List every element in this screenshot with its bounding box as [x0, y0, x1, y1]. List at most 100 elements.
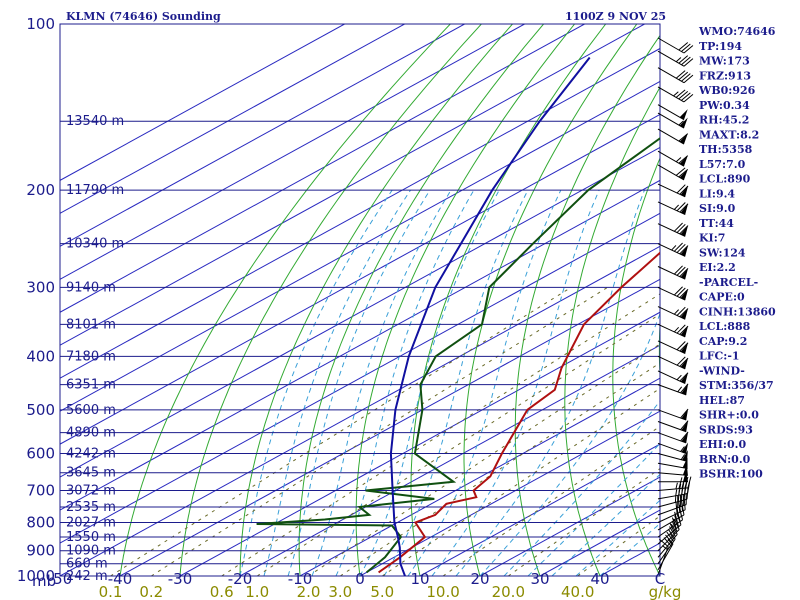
wind-barb-shaft [657, 514, 685, 531]
wind-barb-tick [673, 286, 683, 296]
temperature-tick-label: 20 [470, 570, 489, 588]
dry-adiabat-line [119, 24, 451, 576]
isotherm-line [539, 509, 660, 576]
wind-barb-flag [680, 203, 689, 215]
height-label: 1550 m [66, 530, 116, 545]
pressure-axis-labels: 100 200 300 400 500 600 700 800 900 1000 [17, 15, 55, 585]
wind-barb [657, 50, 694, 67]
height-label: 11790 m [66, 183, 124, 198]
pressure-tick-label: 300 [26, 278, 55, 296]
wind-barb-tick [679, 308, 689, 318]
index-line: TH:5358 [699, 143, 753, 156]
wind-barb [657, 67, 694, 84]
mixing-ratio-tick-label: 5.0 [370, 583, 394, 600]
temperature-tick-label: C [655, 570, 665, 588]
height-labels: 13540 m 11790 m 10340 m 9140 m 8101 m 7180 m 6… [66, 114, 124, 584]
wind-barb-shaft [657, 128, 685, 145]
wind-barb-tick [680, 408, 689, 419]
wind-barb-shaft [657, 104, 685, 121]
isotherm-line [60, 80, 660, 412]
wind-barb [657, 306, 689, 320]
index-line: -PARCEL- [699, 276, 758, 289]
wind-barb-shaft [657, 529, 680, 552]
height-label: 3072 m [66, 484, 116, 499]
isotherm-line [419, 443, 660, 576]
wind-barb-tick [663, 537, 672, 547]
wind-barb-half-tick [677, 386, 683, 393]
wind-barb [657, 286, 689, 301]
index-line: EHI:0.0 [699, 438, 746, 451]
pressure-tick-label: 700 [26, 482, 55, 500]
wind-barb-tick [681, 43, 691, 52]
wind-barb-shaft [657, 286, 686, 301]
wind-barb-shaft [657, 462, 688, 470]
wind-barb-shaft [657, 164, 685, 181]
height-label: 2535 m [66, 500, 116, 515]
wind-barb-tick [685, 492, 687, 505]
wind-barb-shaft [657, 266, 686, 280]
mixing-ratio-tick-label: 0.6 [210, 583, 234, 600]
wind-barb-shaft [657, 306, 686, 320]
wind-barb-tick [679, 357, 689, 367]
wind-barb-tick [678, 500, 681, 513]
wind-barb-shaft [657, 472, 688, 476]
pressure-tick-label: 900 [26, 542, 55, 560]
pressure-tick-label: 100 [26, 15, 55, 33]
wind-barb-tick [679, 225, 689, 235]
wind-barb-shaft [657, 498, 688, 508]
wind-barb-tick [678, 168, 689, 178]
wind-barb-tick [678, 133, 689, 142]
wind-barb-shaft [657, 487, 688, 491]
wind-barb-shaft [657, 50, 685, 67]
index-line: MW:173 [699, 55, 750, 68]
height-label: 9140 m [66, 280, 116, 295]
wind-barb-tick [681, 56, 691, 66]
dry-adiabat-line [612, 156, 660, 576]
wind-barb-tick [680, 431, 689, 442]
wind-barb-shaft [657, 432, 687, 444]
pressure-tick-label: 200 [26, 181, 55, 199]
pressure-tick-label: 500 [26, 401, 55, 419]
wind-barb-tick [683, 74, 694, 84]
height-label: 242 m [66, 569, 108, 584]
wind-barb-half-tick [673, 204, 680, 210]
index-line: SHR+:0.0 [699, 409, 759, 422]
wind-barb-tick [678, 71, 689, 81]
wind-barb-flag [680, 289, 689, 301]
wind-barb-tick [679, 342, 689, 352]
wind-barb-tick [673, 222, 683, 232]
index-line: FRZ:913 [699, 69, 751, 82]
wind-barb-half-tick [675, 482, 678, 490]
plot-frame [59, 23, 661, 577]
wind-barb [657, 450, 688, 462]
wind-barb-tick [678, 42, 689, 51]
mixing-ratio-tick-label: g/kg [649, 583, 682, 600]
isotherm-line [60, 146, 660, 478]
wind-barb-tick [680, 383, 689, 394]
temperature-tick-label: -50 [48, 570, 73, 588]
temperature-curve [378, 251, 660, 574]
wind-barb [657, 420, 689, 433]
wind-barb-tick [681, 92, 691, 101]
wind-barb-flag [682, 450, 688, 462]
mixing-ratio-line [577, 515, 660, 576]
wind-barb-tick [676, 223, 686, 233]
wind-barb-half-tick [680, 454, 686, 460]
pressure-tick-label: 400 [26, 347, 55, 365]
wind-barb-shaft [657, 524, 682, 545]
wind-barb-flag [681, 442, 689, 454]
wind-barb-shaft [657, 183, 686, 198]
index-line: BRN:0.0 [699, 453, 751, 466]
wind-barb-shaft [657, 493, 688, 500]
wind-barb-half-tick [680, 446, 685, 452]
mixing-ratio-tick-label: 1.0 [245, 583, 269, 600]
height-label: 4890 m [66, 426, 116, 441]
wind-barb [657, 150, 689, 167]
wind-barb-tick [683, 93, 694, 103]
index-line: KI:7 [699, 232, 725, 245]
mixing-ratio-tick-label: 10.0 [426, 583, 459, 600]
wind-barb [657, 164, 689, 181]
wind-barb-shaft [657, 112, 685, 129]
wind-barb [658, 470, 688, 483]
height-label: 5600 m [66, 403, 116, 418]
